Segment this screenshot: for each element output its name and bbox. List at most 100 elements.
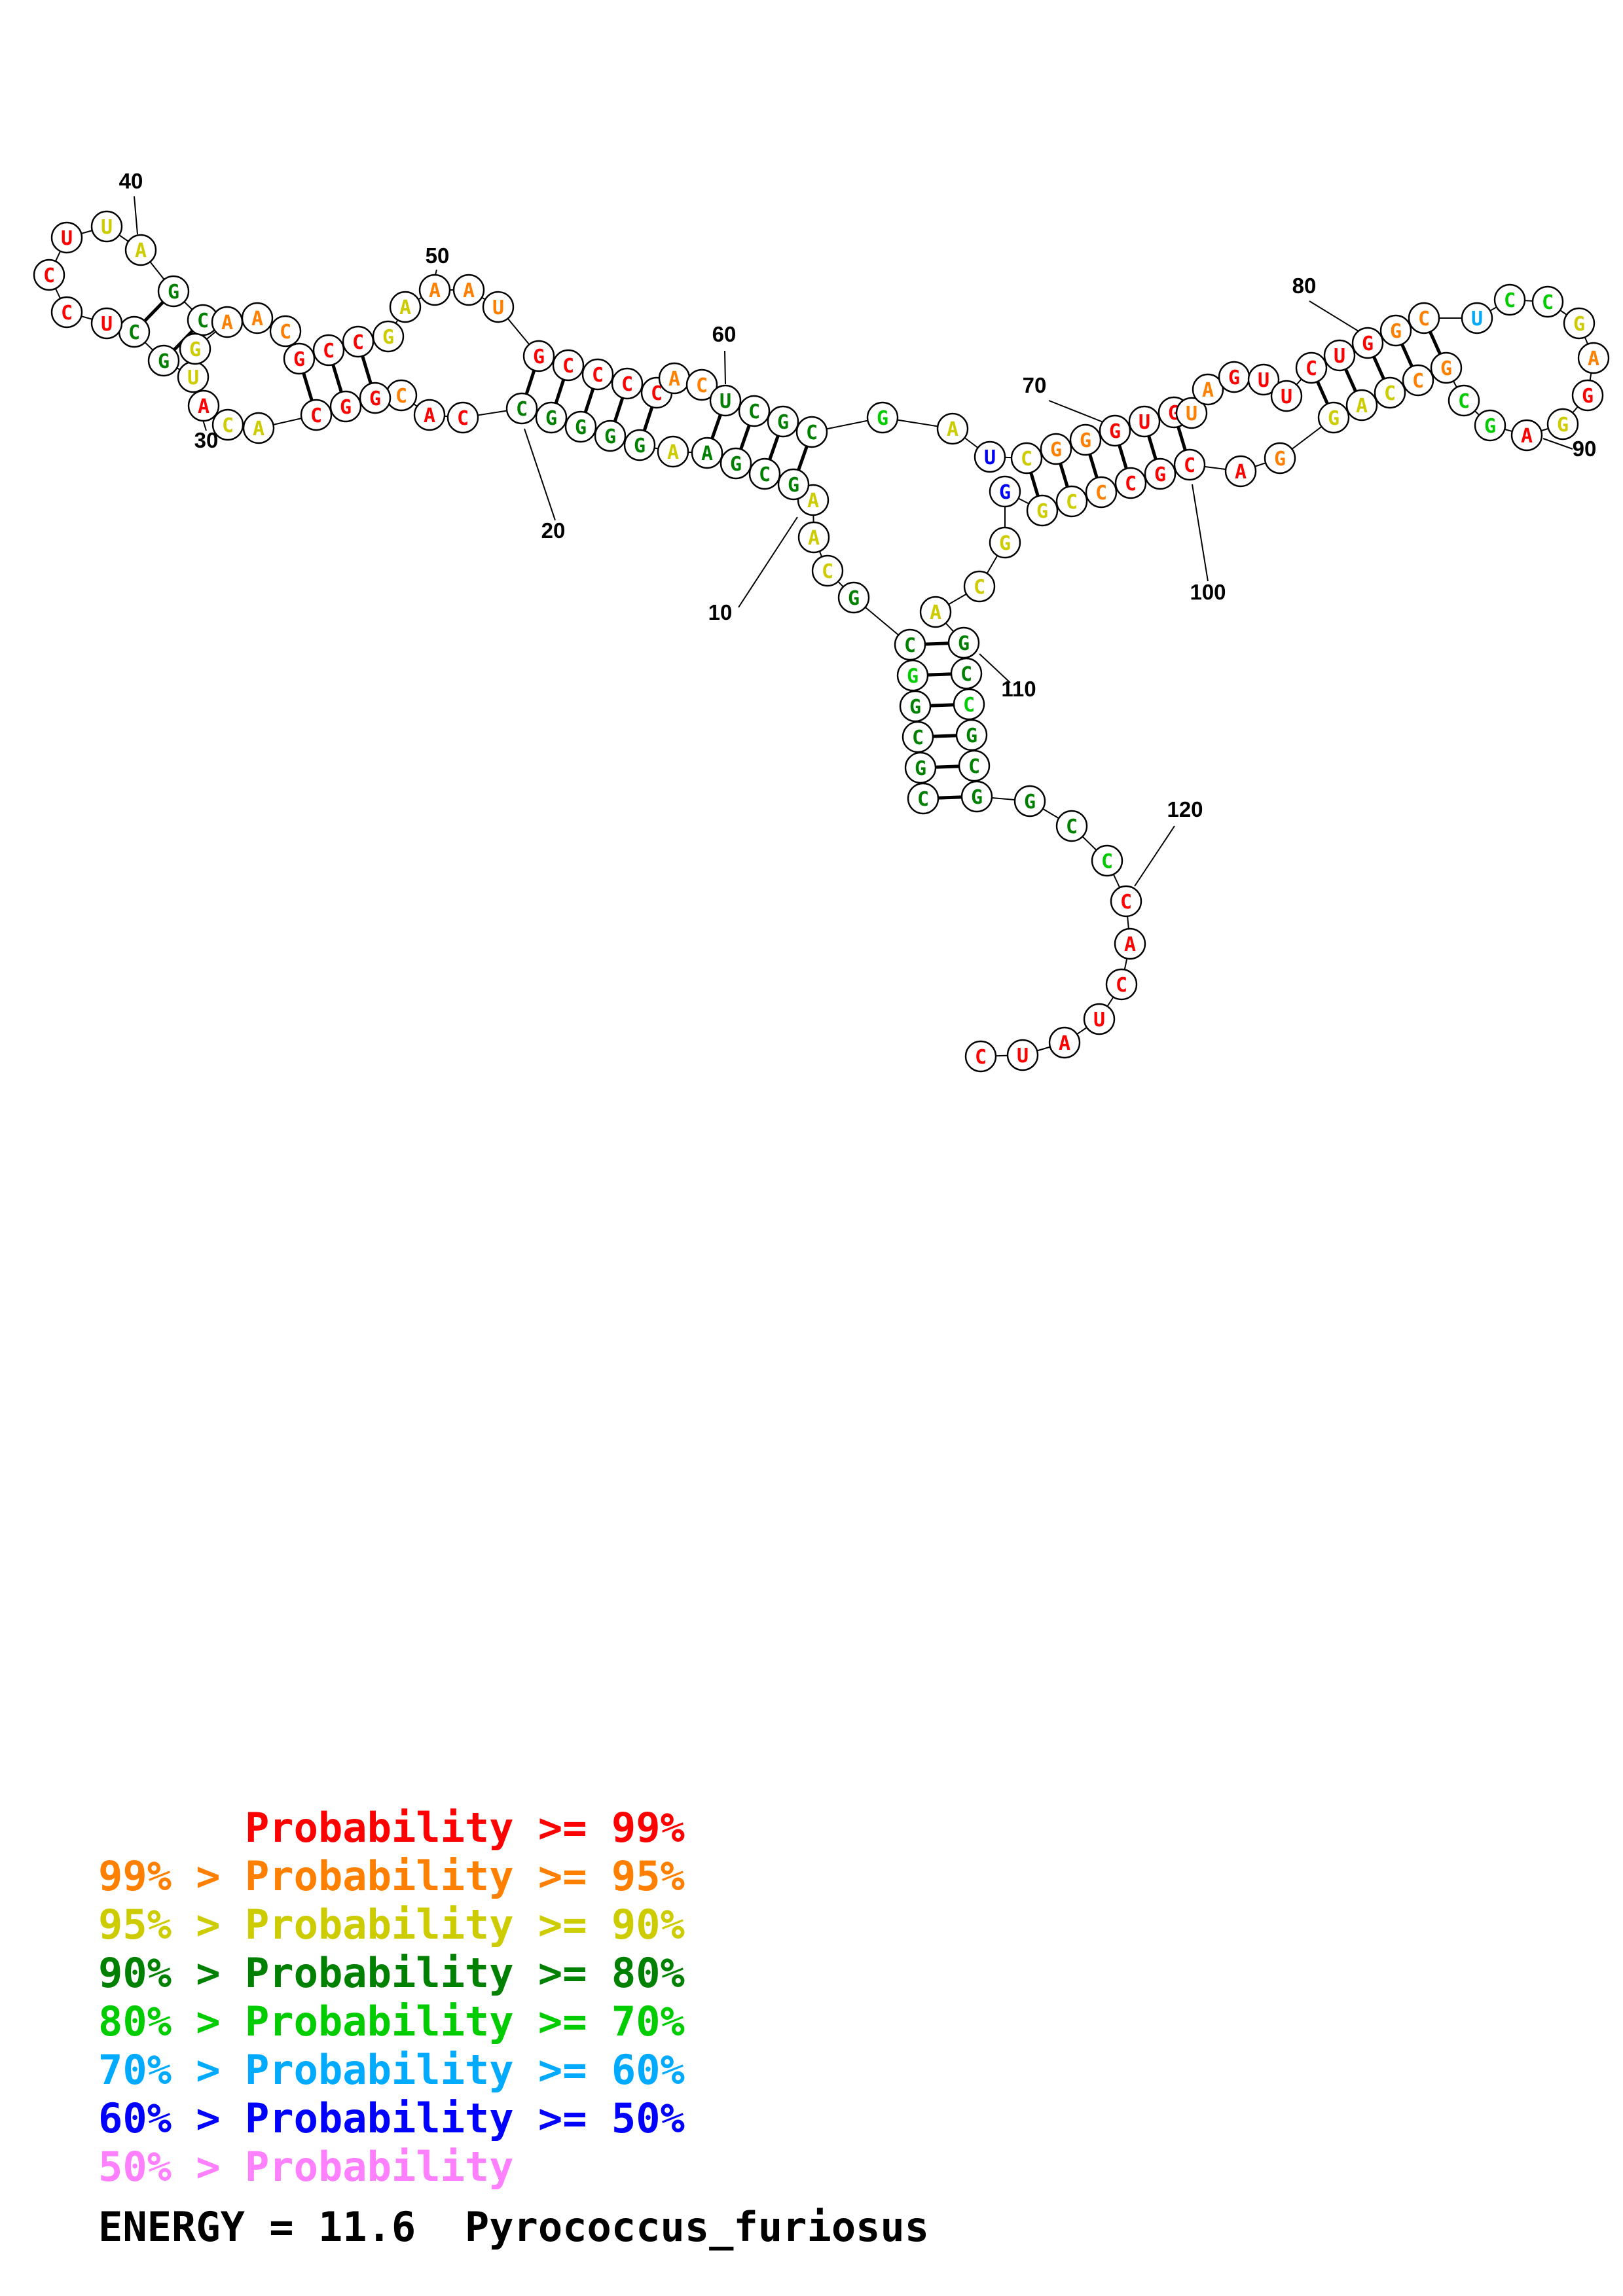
nucleotide-circle <box>896 659 929 692</box>
nucleotide-circle <box>187 389 220 422</box>
nucleotide-letter: C <box>592 364 604 387</box>
nucleotide-letter: G <box>382 326 394 349</box>
nucleotide-letter: C <box>1066 816 1078 838</box>
nucleotide-circle <box>1461 302 1493 334</box>
nucleotide-circle <box>1048 1026 1081 1059</box>
nucleotide-circle <box>482 291 515 323</box>
nucleotide-circle <box>90 210 123 243</box>
nucleotide-letter: A <box>463 279 475 302</box>
nucleotide-letter: C <box>917 788 929 811</box>
nucleotide-letter: C <box>61 302 73 325</box>
nucleotide-letter: G <box>966 725 977 747</box>
nucleotide-letter: A <box>399 296 411 319</box>
nucleotide-letter: C <box>222 414 234 437</box>
nucleotide-letter: U <box>1471 308 1483 331</box>
nucleotide-letter: A <box>251 308 263 331</box>
nucleotide-letter: G <box>533 346 545 368</box>
nucleotide-circle <box>1091 844 1123 877</box>
nucleotide-letter: A <box>1588 348 1599 370</box>
nucleotide-letter: G <box>1573 313 1585 336</box>
nucleotide-circle <box>1006 1039 1039 1071</box>
nucleotide-letter: G <box>958 632 970 655</box>
position-label-line <box>524 428 556 521</box>
nucleotide-letter: G <box>575 416 587 439</box>
nucleotide-letter: A <box>1059 1032 1070 1055</box>
nucleotide-circle <box>1114 467 1147 499</box>
position-label: 30 <box>194 428 219 452</box>
nucleotide-letter: G <box>158 350 170 373</box>
nucleotide-circle <box>283 342 316 375</box>
nucleotide-letter: C <box>395 385 407 408</box>
nucleotide-circle <box>1175 397 1208 429</box>
nucleotide-circle <box>1323 339 1356 372</box>
nucleotide-circle <box>452 274 485 306</box>
nucleotide-letter: G <box>604 425 616 448</box>
nucleotide-letter: C <box>197 310 209 332</box>
nucleotide-circle <box>1247 363 1280 396</box>
nucleotide-circle <box>1083 1003 1116 1035</box>
nucleotide-letter: C <box>1066 491 1078 514</box>
position-label: 70 <box>1023 373 1047 397</box>
nucleotide-circle <box>1128 405 1161 438</box>
nucleotide-letter: U <box>101 216 113 239</box>
nucleotide-letter: A <box>198 395 210 418</box>
nucleotide-letter: C <box>128 321 140 344</box>
nucleotide-circle <box>902 721 934 753</box>
nucleotide-circle <box>950 657 983 690</box>
nucleotide-circle <box>899 690 932 723</box>
position-label: 40 <box>119 169 143 193</box>
nucleotide-letter: A <box>930 601 941 624</box>
nucleotide-circle <box>1379 314 1412 347</box>
nucleotide-letter: A <box>808 527 820 550</box>
nucleotide-circle <box>964 1040 997 1073</box>
nucleotide-letter: C <box>1305 357 1317 380</box>
nucleotide-letter: G <box>1582 385 1594 408</box>
nucleotide-circle <box>372 320 405 353</box>
nucleotide-letter: A <box>701 442 713 465</box>
nucleotide-circle <box>522 340 555 372</box>
nucleotide-circle <box>919 596 952 628</box>
position-label: 50 <box>426 243 450 268</box>
nucleotide-letter: G <box>634 435 646 457</box>
nucleotide-circle <box>777 468 810 501</box>
nucleotide-circle <box>1531 285 1564 318</box>
nucleotide-circle <box>797 521 830 554</box>
nucleotide-letter: C <box>621 373 633 396</box>
probability-legend: Probability >= 99% 99% > Probability >= 9… <box>98 1804 685 2191</box>
nucleotide-circle <box>691 437 723 469</box>
nucleotide-circle <box>958 749 991 782</box>
legend-item-2: 99% > Probability >= 95% <box>98 1852 685 1900</box>
nucleotide-circle <box>811 554 844 587</box>
nucleotide-letter: A <box>1124 933 1136 956</box>
nucleotide-circle <box>1474 409 1506 442</box>
nucleotide-letter: C <box>904 634 916 657</box>
nucleotide-letter: C <box>1125 473 1137 495</box>
nucleotide-letter: G <box>1274 448 1286 471</box>
nucleotide-circle <box>1026 494 1059 527</box>
nucleotide-letter: G <box>848 587 860 610</box>
nucleotide-circle <box>157 275 190 308</box>
nucleotide-circle <box>866 401 899 434</box>
nucleotide-circle <box>1577 342 1610 374</box>
nucleotide-letter: G <box>1390 320 1402 343</box>
nucleotide-letter: C <box>651 382 663 405</box>
legend-item-8: 50% > Probability <box>98 2143 514 2191</box>
nucleotide-circle <box>581 358 614 391</box>
nucleotide-letter: G <box>777 411 789 434</box>
legend-item-7: 60% > Probability >= 50% <box>98 2094 685 2142</box>
nucleotide-circle <box>738 395 771 427</box>
position-label-line <box>1134 825 1175 887</box>
nucleotide-letter: A <box>667 441 679 464</box>
nucleotide-circle <box>748 457 781 490</box>
nucleotide-circle <box>1013 785 1046 817</box>
nucleotide-circle <box>1510 419 1543 452</box>
nucleotide-letter: C <box>280 321 291 344</box>
nucleotide-letter: G <box>189 338 201 361</box>
nucleotide-circle <box>1114 927 1146 960</box>
nucleotide-letter: U <box>1334 345 1345 368</box>
nucleotide-letter: U <box>984 446 996 469</box>
nucleotide-letter: C <box>1095 482 1107 505</box>
nucleotide-circle <box>242 412 275 444</box>
nucleotide-letter: C <box>759 463 771 486</box>
nucleotide-letter: G <box>1109 420 1121 443</box>
